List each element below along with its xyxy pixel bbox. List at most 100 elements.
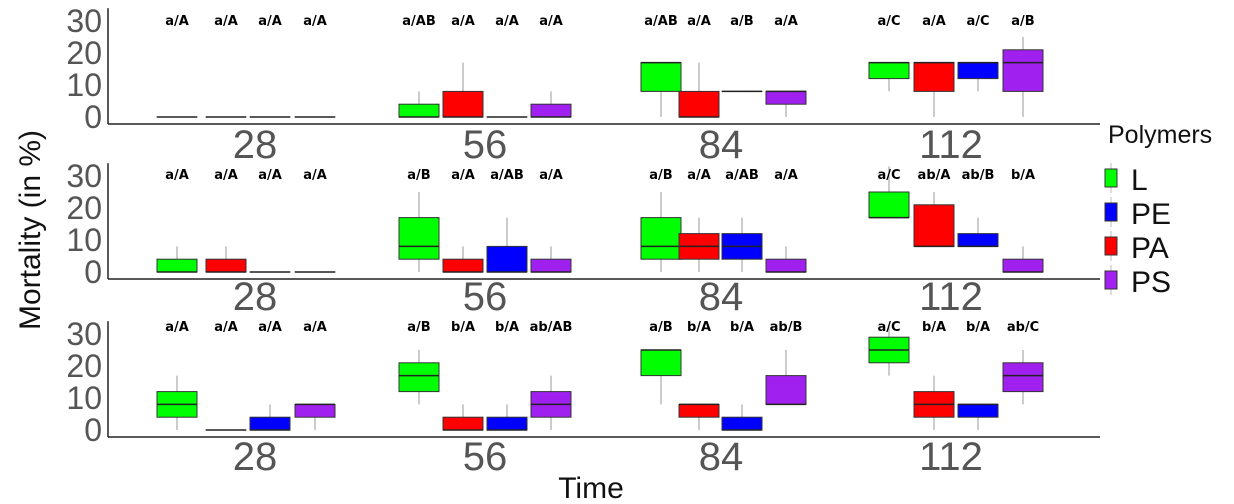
legend-item-l: L [1104,163,1148,197]
box-body [249,416,291,431]
box-body [721,416,763,431]
box-body [678,403,720,418]
significance-label: a/A [303,14,327,29]
significance-label: a/A [451,168,475,183]
x-tick-label: 112 [919,275,983,319]
significance-label: a/A [495,14,519,29]
significance-label: a/B [407,320,430,335]
box-body [640,349,682,377]
significance-label: a/A [303,168,327,183]
box-body [530,103,572,118]
significance-label: a/A [165,320,189,335]
box-pe: a/A [249,320,291,431]
significance-label: a/A [214,14,238,29]
significance-label: a/AB [490,168,524,183]
box-ps: a/A [530,14,572,118]
y-tick-label: 20 [66,190,102,226]
box-l: a/AB [640,14,682,117]
significance-label: a/A [687,168,711,183]
y-tick-label: 30 [66,158,102,194]
significance-label: ab/AB [530,320,573,335]
significance-label: a/B [649,168,672,183]
box-pe: a/C [957,14,999,92]
box-body [957,403,999,418]
box-ps: b/A [1002,168,1044,273]
significance-label: a/A [539,14,563,29]
y-axis-title: Mortality (in %) [14,130,47,330]
significance-label: ab/A [918,168,951,183]
significance-label: b/A [687,320,711,335]
significance-label: a/A [258,14,282,29]
box-pa: a/A [205,168,247,273]
significance-label: a/B [730,14,753,29]
significance-label: a/AB [402,14,436,29]
legend-label: PS [1131,266,1171,299]
legend-label: PA [1131,232,1169,265]
x-axis-title: Time [558,472,624,504]
significance-label: a/A [687,14,711,29]
x-tick-label: 28 [233,435,278,479]
significance-label: a/A [451,14,475,29]
legend-key-swatch [1104,270,1118,290]
x-tick-label: 56 [463,275,508,319]
x-tick-label: 28 [233,123,278,167]
box-pa: ab/A [913,168,955,248]
significance-label: a/A [303,320,327,335]
box-pe: a/A [249,14,291,118]
significance-label: a/A [165,168,189,183]
legend-key-swatch [1104,202,1118,222]
significance-label: ab/B [770,320,803,335]
box-pe: a/B [721,14,763,93]
box-body [442,416,484,431]
significance-label: a/A [774,168,798,183]
box-body [765,258,807,273]
box-body [156,258,198,273]
box-l: a/A [156,168,198,273]
box-ps: a/A [294,168,336,273]
significance-label: b/A [730,320,754,335]
box-body [765,375,807,405]
legend-title: Polymers [1108,121,1212,149]
x-tick-label: 84 [699,435,744,479]
box-ps: ab/B [765,320,807,406]
box-body [868,62,910,80]
box-body [294,403,336,418]
significance-label: a/A [258,168,282,183]
box-body [957,62,999,80]
significance-label: a/A [774,14,798,29]
box-l: a/A [156,14,198,118]
x-tick-label: 56 [463,435,508,479]
box-l: a/A [156,320,198,430]
box-body [765,90,807,105]
box-ps: a/A [294,320,336,430]
box-pe: a/AB [721,168,763,272]
box-l: a/C [868,320,910,376]
box-pa: a/A [678,14,720,118]
box-pa: a/A [205,320,247,431]
box-ps: ab/AB [530,320,573,430]
y-tick-label: 30 [66,316,102,352]
box-ps: ab/C [1002,320,1044,405]
box-pe: a/A [249,168,291,273]
x-tick-label: 84 [699,275,744,319]
box-body [1002,362,1044,393]
legend-key-swatch [1104,236,1118,256]
box-body [398,103,440,118]
legend-item-pe: PE [1104,197,1171,231]
significance-label: b/A [451,320,475,335]
box-body [1002,49,1044,92]
significance-label: a/C [877,320,900,335]
box-body [640,62,682,92]
box-body [640,217,682,260]
significance-label: a/A [214,320,238,335]
box-body [442,90,484,118]
y-tick-label: 10 [66,67,102,103]
significance-label: a/A [165,14,189,29]
y-tick-label: 10 [66,222,102,258]
significance-label: a/A [214,168,238,183]
y-tick-label: 20 [66,35,102,71]
box-pe: b/A [957,320,999,430]
